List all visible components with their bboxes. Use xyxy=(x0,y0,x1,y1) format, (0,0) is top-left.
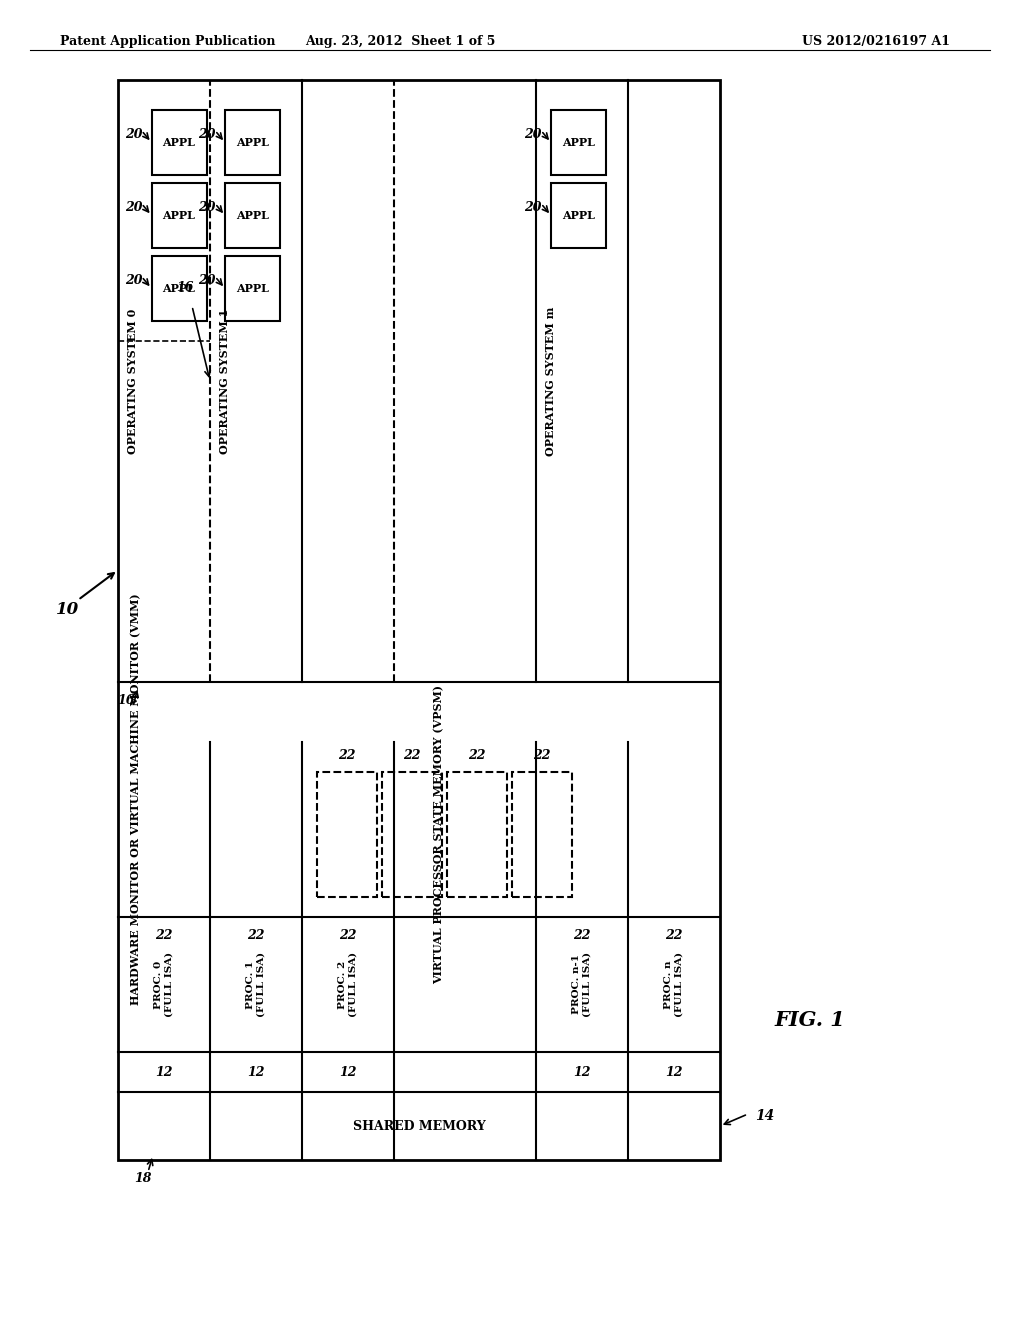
Text: 20: 20 xyxy=(199,275,216,286)
Text: OPERATING SYSTEM 0: OPERATING SYSTEM 0 xyxy=(127,309,137,454)
Text: 20: 20 xyxy=(199,201,216,214)
Text: 22: 22 xyxy=(339,929,356,942)
Text: PROC. 1
(FULL ISA): PROC. 1 (FULL ISA) xyxy=(247,952,265,1018)
Text: 22: 22 xyxy=(403,748,421,762)
Text: APPL: APPL xyxy=(237,137,269,148)
Text: 22: 22 xyxy=(666,929,683,942)
Text: 14: 14 xyxy=(755,1109,774,1123)
Text: 12: 12 xyxy=(156,1065,173,1078)
Text: APPL: APPL xyxy=(562,210,595,220)
Text: 22: 22 xyxy=(573,929,591,942)
Text: APPL: APPL xyxy=(562,137,595,148)
Text: 22: 22 xyxy=(156,929,173,942)
Text: PROC. n-1
(FULL ISA): PROC. n-1 (FULL ISA) xyxy=(572,952,592,1018)
Text: PROC. n
(FULL ISA): PROC. n (FULL ISA) xyxy=(665,952,684,1018)
Text: OPERATING SYSTEM m: OPERATING SYSTEM m xyxy=(545,306,555,455)
Text: APPL: APPL xyxy=(163,282,196,294)
Text: 12: 12 xyxy=(573,1065,591,1078)
Text: FIG. 1: FIG. 1 xyxy=(774,1010,846,1030)
Text: 20: 20 xyxy=(199,128,216,141)
Text: 10: 10 xyxy=(56,602,80,619)
Text: 16: 16 xyxy=(176,281,194,293)
Text: 20: 20 xyxy=(125,201,142,214)
Text: US 2012/0216197 A1: US 2012/0216197 A1 xyxy=(802,36,950,48)
Text: 22: 22 xyxy=(338,748,355,762)
Text: 12: 12 xyxy=(339,1065,356,1078)
Text: SHARED MEMORY: SHARED MEMORY xyxy=(352,1119,485,1133)
Text: 20: 20 xyxy=(524,128,542,141)
Text: HARDWARE MONITOR OR VIRTUAL MACHINE MONITOR (VMM): HARDWARE MONITOR OR VIRTUAL MACHINE MONI… xyxy=(130,594,141,1006)
Text: PROC. 0
(FULL ISA): PROC. 0 (FULL ISA) xyxy=(155,952,174,1018)
Text: 22: 22 xyxy=(468,748,485,762)
Text: 12: 12 xyxy=(666,1065,683,1078)
Text: APPL: APPL xyxy=(237,210,269,220)
Text: VIRTUAL PROCESSOR STATE MEMORY (VPSM): VIRTUAL PROCESSOR STATE MEMORY (VPSM) xyxy=(433,685,444,983)
Text: 16: 16 xyxy=(118,693,135,706)
Text: PROC. 2
(FULL ISA): PROC. 2 (FULL ISA) xyxy=(338,952,357,1018)
Text: 12: 12 xyxy=(247,1065,265,1078)
Text: APPL: APPL xyxy=(163,137,196,148)
Text: APPL: APPL xyxy=(237,282,269,294)
Text: 20: 20 xyxy=(125,128,142,141)
Text: Patent Application Publication: Patent Application Publication xyxy=(60,36,275,48)
Text: 20: 20 xyxy=(125,275,142,286)
Text: OPERATING SYSTEM 1: OPERATING SYSTEM 1 xyxy=(218,309,229,454)
Text: 22: 22 xyxy=(534,748,551,762)
Text: Aug. 23, 2012  Sheet 1 of 5: Aug. 23, 2012 Sheet 1 of 5 xyxy=(305,36,496,48)
Text: 22: 22 xyxy=(247,929,265,942)
Text: APPL: APPL xyxy=(163,210,196,220)
Text: 18: 18 xyxy=(134,1172,152,1184)
Text: 20: 20 xyxy=(524,201,542,214)
